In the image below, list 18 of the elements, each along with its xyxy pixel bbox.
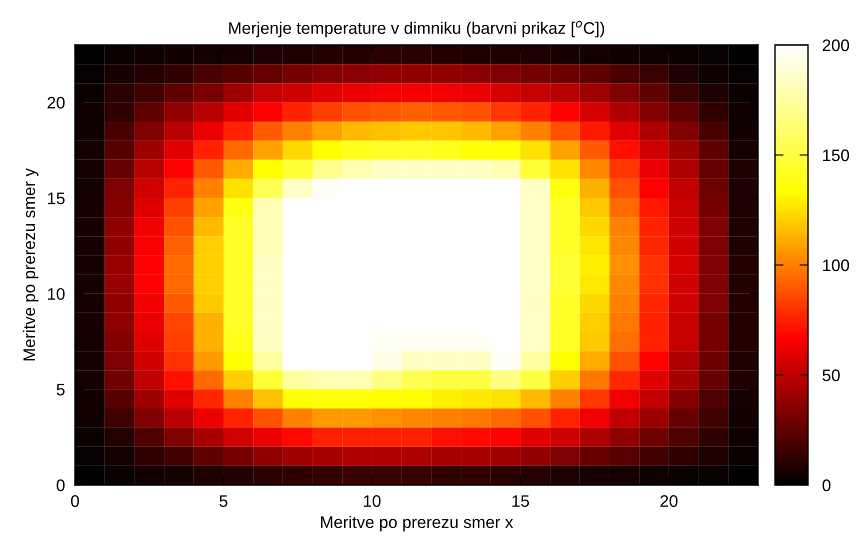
color-bar-label: 50 <box>822 369 840 382</box>
x-axis-title: Meritve po prerezu smer x <box>321 516 514 532</box>
color-bar-label: 100 <box>823 259 850 272</box>
color-bar-label: 150 <box>823 149 850 162</box>
x-tick-label: 15 <box>512 495 530 507</box>
y-axis-title: Meritve po prerezu smer y <box>22 168 38 360</box>
y-tick-label: 10 <box>48 288 65 300</box>
x-tick-label: 0 <box>71 495 79 507</box>
x-tick-label: 5 <box>220 495 228 507</box>
x-tick-label: 20 <box>660 495 678 507</box>
y-tick-label: 15 <box>48 192 65 204</box>
x-tick-label: 10 <box>364 495 381 507</box>
y-tick-label: 0 <box>56 479 65 492</box>
chart-title: Merjenje temperature v dimniku (barvni prikaz [$^{o}$C]) <box>229 20 604 38</box>
color-bar-label: 0 <box>822 479 831 492</box>
color-bar-label: 200 <box>822 39 850 52</box>
y-tick-label: 20 <box>48 96 65 109</box>
y-tick-label: 5 <box>56 384 65 396</box>
